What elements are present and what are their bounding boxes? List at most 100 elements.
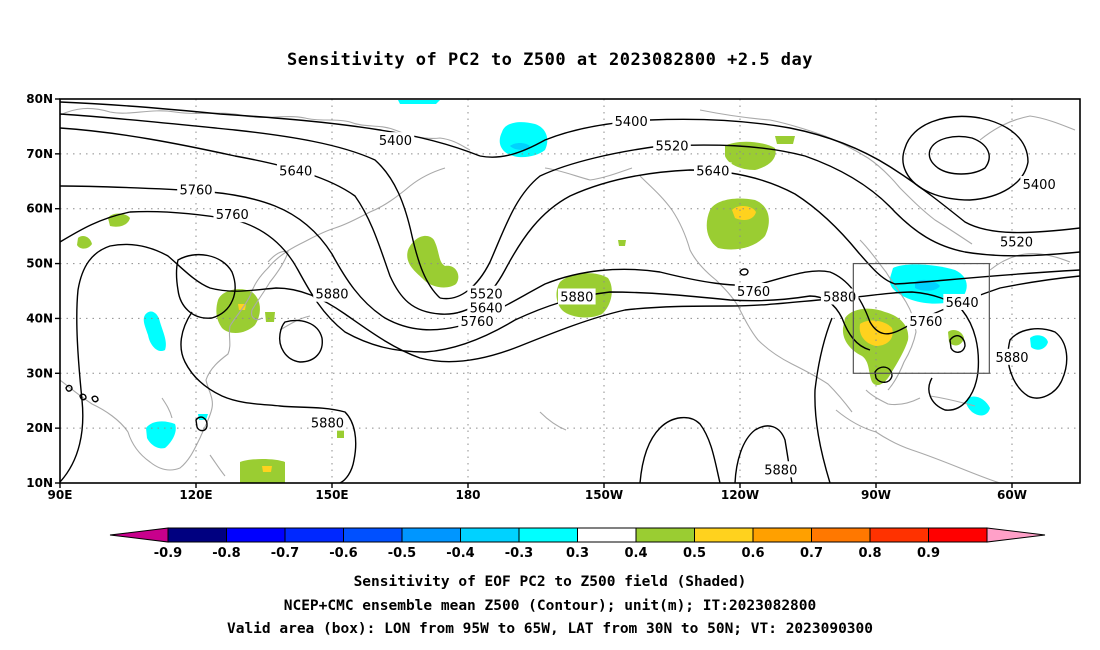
colorbar-swatch: [343, 527, 403, 543]
colorbar-swatch: [811, 527, 871, 543]
contour-label: 5400: [1023, 178, 1056, 193]
lon-tick-label: 90E: [48, 488, 73, 502]
contour-label: 5640: [946, 296, 979, 311]
lat-axis: 80N 70N 60N 50N 40N 30N 20N 10N: [26, 92, 60, 490]
colorbar-swatch: [635, 527, 695, 543]
contour-label-halo: [734, 283, 773, 299]
shade-positive-region: [407, 235, 459, 288]
shade-negative-region: [510, 143, 530, 150]
shade-positive-region: [337, 430, 344, 438]
colorbar-label: -0.9: [154, 546, 182, 561]
colorbar-swatch: [694, 527, 754, 543]
contour-small-loop: [91, 395, 99, 403]
contour-label-halo: [762, 461, 800, 478]
contour-label: 5400: [615, 115, 648, 130]
lon-axis: 90E 120E 150E 180 150W 120W 90W 60W: [48, 483, 1027, 502]
contour-label-halo: [558, 288, 596, 305]
colorbar: -0.9 -0.8 -0.7 -0.6 -0.5 -0.4 -0.3 0.3 0.4 0.5 0.6…: [109, 527, 1046, 561]
contour-small-loop: [79, 393, 87, 401]
colorbar-label: 0.4: [624, 546, 647, 561]
colorbar-label: 0.3: [566, 546, 589, 561]
shade-positive-region: [948, 330, 964, 346]
colorbar-label: -0.5: [388, 546, 416, 561]
colorbar-label: 0.7: [800, 546, 823, 561]
contour-label-halo: [993, 348, 1031, 365]
contour-label: 5880: [315, 288, 348, 303]
colorbar-swatch: [401, 527, 461, 543]
contour-label: 5760: [909, 315, 942, 330]
lat-tick-label: 20N: [26, 421, 53, 435]
lat-tick-label: 50N: [26, 257, 53, 271]
contour-5880: [949, 335, 966, 353]
colorbar-label: 0.8: [858, 546, 881, 561]
contour-5520: [439, 144, 1080, 300]
lat-tick-label: 10N: [26, 476, 53, 490]
lon-tick-label: 60W: [997, 488, 1027, 502]
contour-5880: [175, 253, 236, 319]
colorbar-swatch: [226, 527, 286, 543]
contour-label-halo: [612, 112, 650, 129]
lon-tick-label: 90W: [861, 488, 891, 502]
colorbar-swatch: [752, 527, 812, 543]
contour-5280: [902, 115, 1029, 201]
caption-line-2: NCEP+CMC ensemble mean Z500 (Contour); u…: [283, 598, 817, 614]
colorbar-swatch: [577, 527, 637, 543]
contour-label: 5640: [696, 164, 729, 179]
contour-label-halo: [907, 313, 945, 330]
contour-5640: [439, 169, 1080, 315]
colorbar-label: -0.6: [329, 546, 357, 561]
contour-label-halo: [177, 181, 215, 198]
shade-positive-region: [216, 289, 260, 334]
colorbar-label: -0.4: [446, 546, 474, 561]
colorbar-low-end: [109, 527, 169, 543]
lon-tick-label: 150W: [585, 488, 623, 502]
lat-tick-label: 60N: [26, 202, 53, 216]
shade-positive-region: [265, 312, 275, 322]
caption-line-1: Sensitivity of EOF PC2 to Z500 field (Sh…: [353, 574, 747, 590]
contour-5640: [60, 127, 441, 315]
colorbar-label: -0.8: [212, 546, 240, 561]
contour-5520: [60, 113, 441, 299]
valid-area-box: [852, 262, 990, 374]
contour-label: 5520: [1000, 236, 1033, 251]
shade-negative-region: [966, 396, 990, 416]
contour-label: 5520: [655, 140, 688, 155]
contour-label-halo: [694, 162, 732, 179]
contour-5880: [60, 243, 980, 483]
map-frame: [59, 98, 1081, 484]
colorbar-label: 0.6: [741, 546, 764, 561]
contour-label: 5760: [179, 184, 212, 199]
contour-label-halo: [213, 206, 252, 223]
colorbar-swatch: [460, 527, 520, 543]
shade-strong-positive-region: [262, 466, 272, 472]
lat-tick-label: 70N: [26, 147, 53, 161]
contour-label: 5400: [379, 134, 412, 149]
lon-tick-label: 180: [455, 488, 480, 502]
contour-label-halo: [376, 132, 415, 149]
lon-tick-label: 120W: [721, 488, 759, 502]
shade-negative-region: [1030, 335, 1048, 350]
contour-5280: [928, 135, 990, 175]
caption-line-3: Valid area (box): LON from 95W to 65W, L…: [226, 621, 873, 637]
contour-5880: [739, 268, 749, 276]
shade-positive-region: [240, 459, 285, 483]
colorbar-swatch: [284, 527, 344, 543]
contour-label: 5880: [823, 290, 856, 305]
contour-label-halo: [820, 288, 859, 305]
contour-label: 5640: [470, 301, 503, 316]
shade-positive-region: [618, 240, 626, 246]
contour-label-halo: [997, 233, 1036, 250]
contour-5760: [60, 185, 1080, 335]
lon-tick-label: 120E: [179, 488, 212, 502]
shade-positive-region: [706, 198, 769, 250]
map-title: Sensitivity of PC2 to Z500 at 2023082800…: [286, 50, 813, 70]
contour-label-halo: [1020, 176, 1058, 193]
shade-positive-region: [108, 213, 130, 227]
contour-label-halo: [943, 293, 981, 310]
contour-label-halo: [467, 285, 505, 302]
contour-5880: [814, 317, 833, 483]
contour-label: 5760: [737, 285, 770, 300]
contour-5880: [874, 366, 893, 383]
sensitivity-shading: [77, 100, 1048, 483]
